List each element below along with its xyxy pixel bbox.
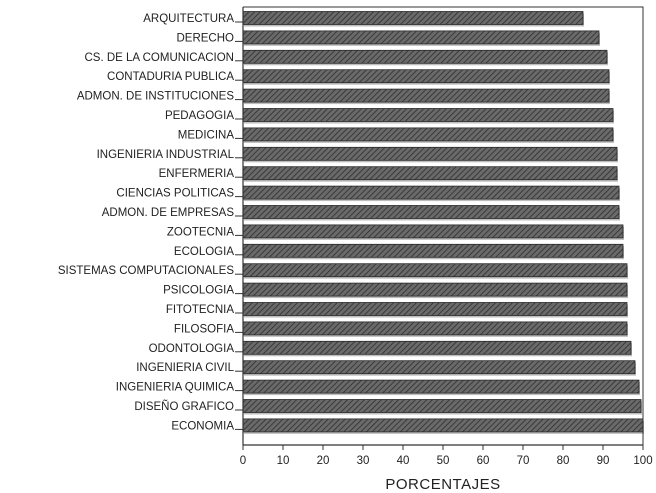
- bar: [242, 379, 640, 394]
- category-label: FILOSOFIA: [174, 323, 234, 335]
- bar: [242, 49, 608, 64]
- bar: [242, 399, 642, 413]
- bar: [242, 243, 624, 258]
- category-label: ENFERMERIA: [159, 168, 235, 180]
- x-axis: 0 10 20 30 40 50 60 70 80 90 100: [235, 6, 653, 467]
- category-label: FITOTECNIA: [166, 304, 234, 316]
- bar: [242, 418, 644, 433]
- category-label: CONTADURIA PUBLICA: [107, 71, 234, 83]
- category-label: ARQUITECTURA: [143, 13, 234, 25]
- plot-frame: [243, 6, 644, 445]
- category-label: ADMON. DE INSTITUCIONES: [77, 91, 235, 103]
- bar: [242, 127, 614, 142]
- bar: [242, 185, 620, 200]
- bar: [242, 108, 614, 122]
- bar: [242, 340, 632, 355]
- category-label: INGENIERIA INDUSTRIAL: [97, 149, 235, 161]
- category-label: CIENCIAS POLITICAS: [116, 188, 234, 200]
- bar: [242, 146, 618, 161]
- category-label: CS. DE LA COMUNICACION: [84, 52, 234, 64]
- category-label: INGENIERIA QUIMICA: [116, 382, 235, 394]
- x-tick-label: 0: [240, 455, 246, 467]
- bar: [242, 69, 610, 84]
- category-labels: ARQUITECTURA DERECHO CS. DE LA COMUNICACIO…: [58, 13, 235, 432]
- bars-layer: [242, 11, 644, 434]
- category-label: DERECHO: [176, 32, 234, 44]
- category-label: ADMON. DE EMPRESAS: [102, 207, 235, 219]
- x-tick-label: 30: [357, 455, 370, 467]
- x-tick-label: 80: [557, 455, 570, 467]
- bar: [242, 88, 610, 103]
- bar: [242, 302, 628, 316]
- bar: [242, 360, 636, 375]
- bar: [242, 11, 584, 25]
- bar: [242, 224, 624, 239]
- bar: [242, 321, 628, 336]
- x-tick-label: 50: [437, 455, 450, 467]
- category-label: ODONTOLOGIA: [149, 343, 235, 355]
- bar: [242, 166, 618, 181]
- category-label: DISEÑO GRAFICO: [134, 400, 234, 413]
- x-axis-title: PORCENTAJES: [385, 476, 500, 493]
- x-tick-label: 100: [633, 455, 652, 467]
- x-tick-label: 40: [397, 455, 410, 467]
- bar: [242, 205, 620, 219]
- category-label: MEDICINA: [178, 129, 235, 141]
- category-label: SISTEMAS COMPUTACIONALES: [58, 265, 234, 277]
- category-label: ECONOMIA: [171, 420, 234, 432]
- bar: [242, 30, 600, 45]
- category-label: PSICOLOGIA: [163, 285, 234, 297]
- category-label: ECOLOGIA: [174, 246, 234, 258]
- x-tick-label: 10: [277, 455, 290, 467]
- x-tick-label: 90: [597, 455, 610, 467]
- category-label: PEDAGOGIA: [165, 110, 234, 122]
- category-label: INGENIERIA CIVIL: [136, 362, 234, 374]
- bar: [242, 263, 628, 278]
- bar: [242, 282, 628, 297]
- x-tick-label: 70: [517, 455, 530, 467]
- category-label: ZOOTECNIA: [167, 226, 234, 238]
- x-tick-label: 20: [317, 455, 330, 467]
- x-tick-label: 60: [477, 455, 490, 467]
